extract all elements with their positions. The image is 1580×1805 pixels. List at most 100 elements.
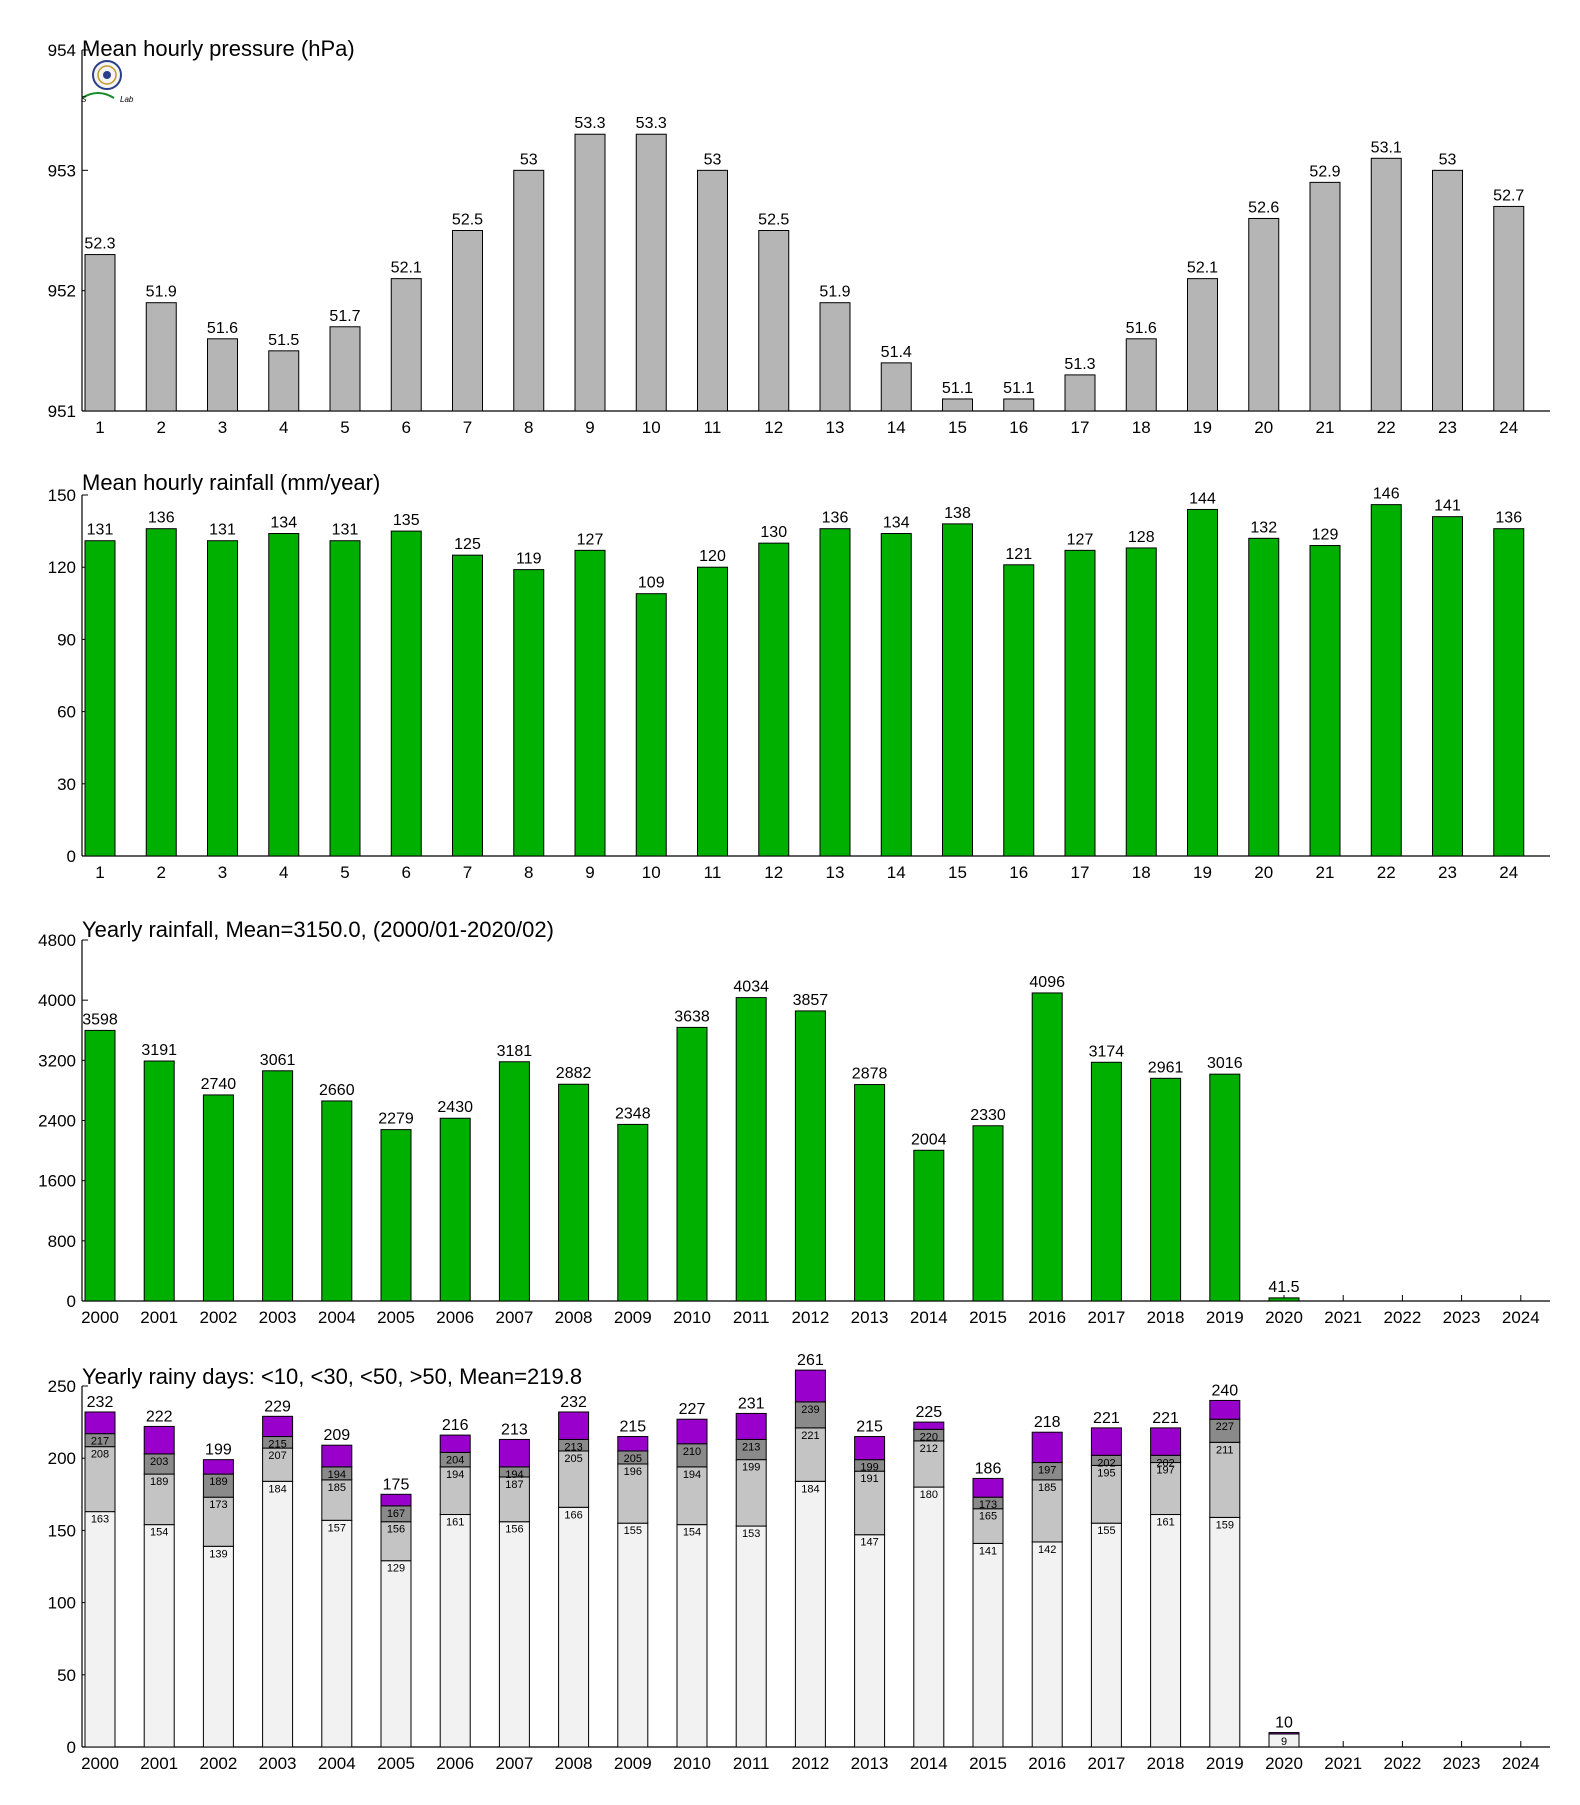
- yearly_rain-value-label: 3174: [1089, 1043, 1125, 1060]
- hourly_rain-bar: [1493, 528, 1525, 857]
- rainy-days-bar-segment-lt30: [1090, 1464, 1122, 1524]
- yearly_rain-x-tick-label: 2005: [377, 1308, 415, 1327]
- pressure-bar: [697, 169, 728, 412]
- yearly-rainfall-chart-title: Yearly rainfall, Mean=3150.0, (2000/01-2…: [82, 917, 554, 942]
- rainy-days-segment-label-lt50: 202: [1156, 1457, 1174, 1469]
- rainy_days-x-tick-label: 2020: [1265, 1754, 1303, 1773]
- yearly_rain-x-tick-label: 2003: [259, 1308, 297, 1327]
- hourly_rain-x-tick-label: 4: [279, 863, 288, 882]
- yearly_rain-value-label: 3061: [260, 1052, 296, 1069]
- pressure-bar: [390, 278, 422, 412]
- rainy-days-bar-segment-lt30: [854, 1470, 886, 1536]
- pressure-x-tick-label: 6: [402, 418, 411, 437]
- pressure-bar: [942, 398, 973, 412]
- hourly_rain-x-tick-label: 6: [402, 863, 411, 882]
- rainy_days-x-tick-label: 2018: [1147, 1754, 1185, 1773]
- pressure-bar: [1493, 205, 1525, 412]
- rainy-days-total-label: 227: [679, 1401, 706, 1418]
- yearly_rain-x-tick-label: 2019: [1206, 1308, 1244, 1327]
- rainy-days-bar-segment-lt30: [1209, 1441, 1241, 1518]
- hourly_rain-value-label: 136: [1495, 510, 1522, 527]
- hourly_rain-bar: [819, 528, 851, 857]
- pressure-bar: [1248, 217, 1280, 412]
- svg-text:Lab: Lab: [120, 95, 134, 104]
- pressure-x-tick-label: 7: [463, 418, 472, 437]
- hourly_rain-x-tick-label: 13: [826, 863, 845, 882]
- pressure-bar: [145, 302, 177, 412]
- pressure-x-tick-label: 13: [826, 418, 845, 437]
- yearly_rain-value-label: 2279: [378, 1111, 414, 1128]
- rainy-days-segment-label-lt10: 161: [446, 1517, 464, 1529]
- pressure-bar: [1003, 398, 1035, 412]
- hourly_rain-bar: [1432, 516, 1463, 857]
- hourly_rain-value-label: 125: [454, 536, 481, 553]
- hourly_rain-bar: [880, 533, 912, 857]
- yearly_rain-x-tick-label: 2014: [910, 1308, 948, 1327]
- pressure-bar: [513, 169, 545, 412]
- rainy-days-total-label: 232: [560, 1394, 587, 1411]
- yearly-rainfall-chart: Yearly rainfall, Mean=3150.0, (2000/01-2…: [38, 917, 1550, 1327]
- rainy-days-segment-label-lt10: 142: [1038, 1544, 1056, 1556]
- pressure-bar: [1370, 157, 1402, 412]
- rainy-days-bar-segment-gt50: [854, 1436, 886, 1461]
- pressure-x-tick-label: 3: [218, 418, 227, 437]
- yearly_rain-value-label: 2430: [437, 1099, 473, 1116]
- hourly_rain-x-tick-label: 1: [95, 863, 104, 882]
- pressure-chart-title: Mean hourly pressure (hPa): [82, 36, 355, 61]
- hourly_rain-bar: [268, 533, 300, 857]
- rainy-days-bar-segment-lt30: [380, 1521, 412, 1562]
- rainy-days-total-label: 215: [619, 1419, 646, 1436]
- yearly_rain-value-label: 3191: [141, 1042, 177, 1059]
- rainy-days-bar-segment-lt10: [202, 1545, 234, 1748]
- rainy-days-bar-segment-gt50: [558, 1411, 590, 1440]
- yearly_rain-bar: [617, 1123, 649, 1302]
- rainy-days-bar-segment-lt10: [913, 1486, 945, 1748]
- hourly_rain-value-label: 119: [516, 551, 542, 568]
- rainy-days-segment-label-lt30: 191: [860, 1473, 878, 1485]
- pressure-x-tick-label: 16: [1009, 418, 1028, 437]
- rainy-days-segment-label-lt30: 185: [328, 1482, 346, 1494]
- pressure-bar: [268, 350, 300, 412]
- rainy-days-segment-label-lt30: 197: [1156, 1465, 1174, 1477]
- rainy-days-segment-label-lt30: 185: [1038, 1482, 1056, 1494]
- pressure-bar: [84, 254, 116, 412]
- rainy-days-bar-segment-lt10: [558, 1506, 590, 1748]
- hourly_rain-bar: [329, 540, 361, 857]
- rainy-days-bar-segment-lt10: [1090, 1522, 1122, 1748]
- pressure-bar: [452, 230, 483, 412]
- yearly_rain-x-tick-label: 2007: [495, 1308, 533, 1327]
- rainy-days-bar-segment-lt10: [143, 1524, 175, 1748]
- rainy-days-bar-segment-lt30: [321, 1479, 353, 1521]
- yearly_rain-value-label: 4096: [1029, 974, 1065, 991]
- rainy-days-total-label: 232: [87, 1394, 114, 1411]
- pressure-x-tick-label: 15: [948, 418, 967, 437]
- hourly_rain-bar: [1187, 508, 1218, 857]
- pressure-value-label: 52.1: [1187, 260, 1218, 277]
- rainy-days-bar-segment-lt30: [558, 1450, 590, 1508]
- rainy-days-bar-segment-lt30: [84, 1446, 116, 1513]
- hourly_rain-x-tick-label: 21: [1316, 863, 1335, 882]
- hourly_rain-value-label: 131: [209, 522, 236, 539]
- pressure-y-tick-label: 954: [48, 41, 76, 60]
- rainy-days-total-label: 199: [205, 1442, 232, 1459]
- yearly_rain-value-label: 2878: [852, 1066, 888, 1083]
- hourly_rain-bar: [513, 569, 545, 857]
- pressure-bar: [1309, 181, 1341, 412]
- rainy-days-total-label: 215: [856, 1419, 883, 1436]
- rainy_days-x-tick-label: 2003: [259, 1754, 297, 1773]
- hourly_rain-bar: [697, 566, 728, 857]
- pressure-value-label: 51.9: [146, 284, 177, 301]
- hourly_rain-y-tick-label: 60: [57, 703, 76, 722]
- hourly_rain-value-label: 121: [1005, 546, 1032, 563]
- hourly_rain-y-tick-label: 0: [67, 847, 76, 866]
- seal-logo-icon: S Lab: [78, 58, 136, 106]
- rainy-days-total-label: 216: [442, 1417, 469, 1434]
- rainy_days-x-tick-label: 2009: [614, 1754, 652, 1773]
- rainy-days-bar-segment-gt50: [1268, 1732, 1300, 1735]
- yearly_rain-bar: [972, 1125, 1004, 1302]
- yearly_rain-y-tick-label: 1600: [38, 1172, 76, 1191]
- pressure-bar: [207, 338, 238, 412]
- hourly_rain-x-tick-label: 15: [948, 863, 967, 882]
- rainy-days-segment-label-lt10: 129: [387, 1563, 405, 1575]
